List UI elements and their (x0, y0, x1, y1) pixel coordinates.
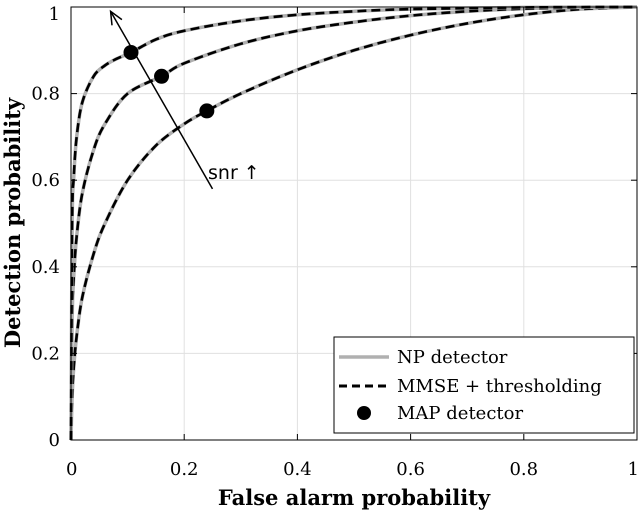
y-tick-label: 0.2 (31, 343, 60, 364)
map-point (123, 44, 139, 60)
x-tick-label: 0.8 (509, 459, 538, 480)
x-tick-label: 0.4 (283, 459, 312, 480)
y-tick-label: 0.8 (31, 84, 60, 105)
y-axis-label: Detection probability (0, 97, 25, 348)
axis-ticks: 0 0.2 0.4 0.6 0.8 1 0 0.2 0.4 0.6 0.8 1 (31, 4, 639, 480)
snr-arrow-line (109, 10, 214, 190)
mmse-curve-mid-snr (69, 5, 638, 441)
grid-lines (70, 6, 638, 441)
map-point (154, 68, 170, 84)
legend: NP detector MMSE + thresholding MAP dete… (333, 336, 635, 434)
map-point (199, 103, 215, 119)
legend-map-label: MAP detector (397, 403, 523, 424)
axes-box (70, 6, 638, 441)
y-tick-label: 1 (49, 4, 60, 25)
snr-arrow-head (109, 9, 123, 26)
x-tick-label: 0 (66, 459, 77, 480)
snr-annotation-text: snr ↑ (208, 162, 260, 184)
x-tick-label: 0.2 (170, 459, 199, 480)
x-axis-label: False alarm probability (218, 485, 491, 510)
snr-annotation: snr ↑ (109, 9, 260, 190)
y-tick-label: 0.6 (31, 170, 60, 191)
mmse-curve-low-snr (69, 5, 638, 441)
y-tick-label: 0 (49, 430, 60, 451)
x-tick-label: 0.6 (396, 459, 425, 480)
legend-mmse-label: MMSE + thresholding (397, 376, 602, 397)
map-markers (123, 44, 215, 119)
y-tick-label: 0.4 (31, 257, 60, 278)
x-tick-label: 1 (628, 459, 639, 480)
legend-map-swatch (357, 406, 371, 420)
legend-np-label: NP detector (397, 347, 508, 368)
